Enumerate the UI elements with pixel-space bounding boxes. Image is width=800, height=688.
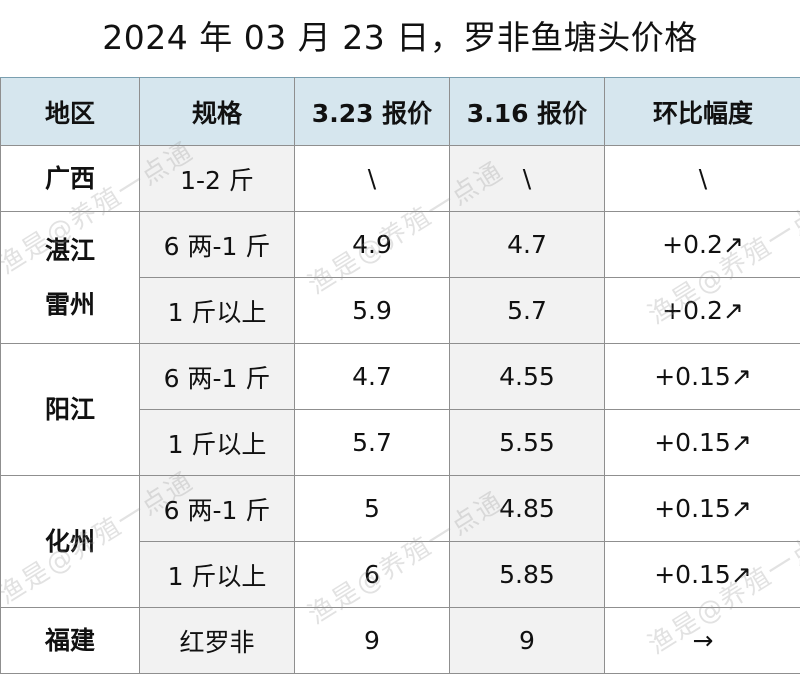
change-cell: +0.2↗ [604,277,800,344]
table-row: 化州 6 两-1 斤 5 4.85 +0.15↗ [0,475,800,608]
spec-cell: 6 两-1 斤 [139,211,295,278]
header-price-323: 3.23 报价 [294,77,450,146]
price-323-cell: 4.9 [294,211,450,278]
price-table: 地区 规格 3.23 报价 3.16 报价 环比幅度 广西 1-2 斤 \ \ … [0,77,800,674]
region-leizhou: 雷州 [44,289,95,319]
region-fujian: 福建 [0,607,140,674]
price-316-cell: 5.55 [449,409,605,476]
price-316-cell: 4.85 [449,475,605,542]
header-spec: 规格 [139,77,295,146]
price-323-cell: 9 [294,607,450,674]
price-316-cell: 5.85 [449,541,605,608]
price-323-cell: 5.9 [294,277,450,344]
spec-cell: 6 两-1 斤 [139,343,295,410]
table-row: 阳江 6 两-1 斤 4.7 4.55 +0.15↗ [0,343,800,476]
change-cell: +0.15↗ [604,343,800,410]
price-323-cell: \ [294,145,450,212]
header-region: 地区 [0,77,140,146]
table-row: 1 斤以上 6 5.85 +0.15↗ [1,541,800,608]
spec-cell: 1 斤以上 [139,409,295,476]
region-zhanjiang-leizhou: 湛江 雷州 [0,211,140,344]
price-316-cell: \ [449,145,605,212]
change-cell: \ [604,145,800,212]
change-cell: +0.15↗ [604,409,800,476]
price-323-cell: 5.7 [294,409,450,476]
table-header-row: 地区 规格 3.23 报价 3.16 报价 环比幅度 [0,77,800,146]
spec-cell: 红罗非 [139,607,295,674]
price-316-cell: 4.7 [449,211,605,278]
region-guangxi: 广西 [0,145,140,212]
region-yangjiang: 阳江 [0,343,140,476]
spec-cell: 1-2 斤 [139,145,295,212]
page-title: 2024 年 03 月 23 日，罗非鱼塘头价格 [102,18,698,57]
header-change: 环比幅度 [604,77,800,146]
header-price-316: 3.16 报价 [449,77,605,146]
table-row: 福建 红罗非 9 9 → [0,607,800,674]
region-huazhou: 化州 [0,475,140,608]
price-316-cell: 9 [449,607,605,674]
table-row: 湛江 雷州 6 两-1 斤 4.9 4.7 +0.2↗ [0,211,800,344]
table-row: 广西 1-2 斤 \ \ \ [0,145,800,212]
price-316-cell: 4.55 [449,343,605,410]
price-323-cell: 5 [294,475,450,542]
region-zhanjiang: 湛江 [44,235,95,265]
spec-cell: 1 斤以上 [139,277,295,344]
price-323-cell: 6 [294,541,450,608]
spec-cell: 6 两-1 斤 [139,475,295,542]
change-cell: +0.15↗ [604,475,800,542]
spec-cell: 1 斤以上 [139,541,295,608]
change-cell: +0.2↗ [604,211,800,278]
price-316-cell: 5.7 [449,277,605,344]
price-323-cell: 4.7 [294,343,450,410]
change-cell: +0.15↗ [604,541,800,608]
change-cell: → [604,607,800,674]
